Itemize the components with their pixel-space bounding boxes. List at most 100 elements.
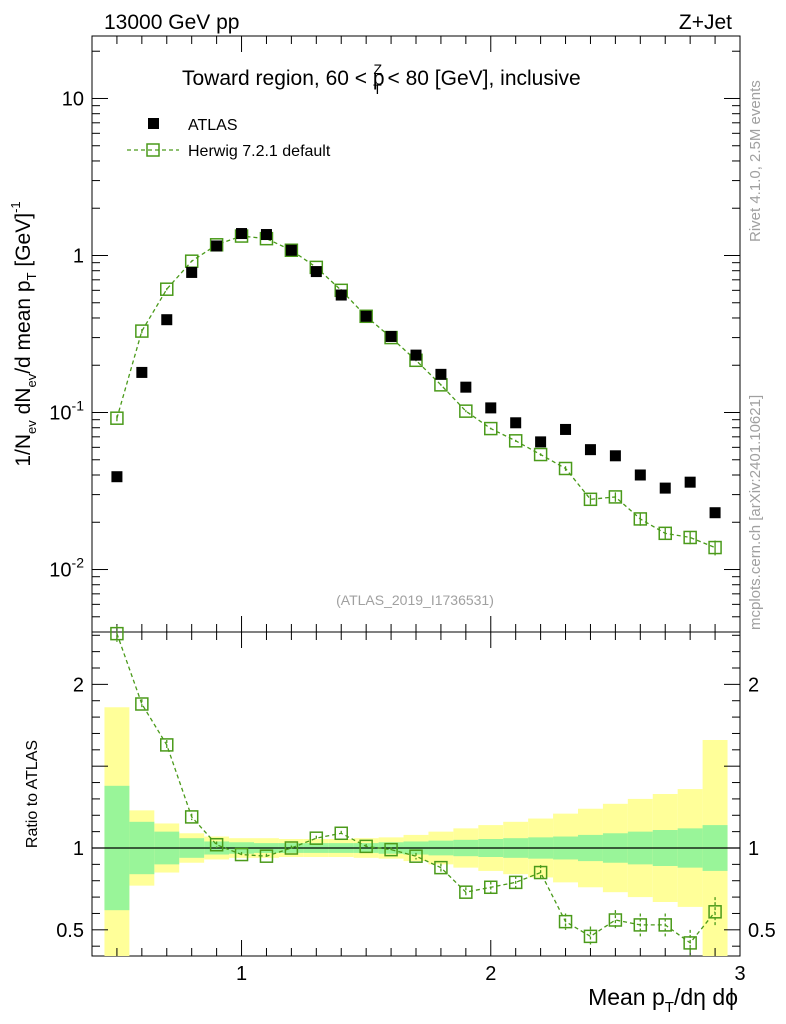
process-label: Z+Jet bbox=[679, 11, 732, 34]
herwig-main-point bbox=[160, 282, 174, 296]
atlas-main-point bbox=[684, 476, 696, 488]
herwig-ratio-point bbox=[633, 918, 648, 932]
atlas-main-point bbox=[634, 469, 646, 481]
atlas-main-point bbox=[560, 423, 572, 435]
x-tick-label: 2 bbox=[485, 963, 496, 985]
herwig-main-point bbox=[434, 378, 448, 392]
herwig-main-line bbox=[116, 235, 716, 549]
herwig-main-point bbox=[558, 461, 573, 476]
herwig-ratio-point bbox=[359, 839, 373, 854]
y-tick-label: 10 bbox=[62, 88, 84, 110]
herwig-ratio-point bbox=[708, 905, 722, 919]
legend-atlas-label: ATLAS bbox=[188, 117, 238, 134]
herwig-ratio-point bbox=[184, 810, 199, 824]
y-tick-label-exp: -1 bbox=[72, 398, 85, 414]
herwig-ratio-point bbox=[484, 880, 498, 895]
atlas-main-point bbox=[510, 417, 522, 429]
herwig-ratio-point bbox=[309, 831, 324, 845]
ratio-frame bbox=[91, 631, 741, 957]
herwig-ratio-point bbox=[160, 738, 174, 752]
atlas-main-point bbox=[385, 330, 397, 342]
herwig-main-point bbox=[508, 434, 523, 448]
herwig-ratio-series bbox=[110, 625, 722, 956]
atlas-main-point bbox=[435, 368, 447, 380]
herwig-ratio-point bbox=[384, 842, 398, 857]
legend-mc-marker bbox=[146, 143, 160, 157]
herwig-main-point bbox=[135, 324, 149, 338]
herwig-main-point bbox=[633, 512, 648, 526]
herwig-ratio-point bbox=[583, 929, 598, 944]
atlas-main-point bbox=[186, 266, 198, 278]
ratio-y-tick-label: 0.5 bbox=[56, 920, 84, 942]
herwig-ratio-point bbox=[409, 849, 423, 863]
y-tick-label-exp: -2 bbox=[72, 555, 85, 571]
herwig-main-series bbox=[110, 229, 722, 556]
ratio-y-tick-label: 1 bbox=[73, 838, 84, 860]
atlas-main-point bbox=[485, 402, 497, 414]
herwig-main-point bbox=[533, 447, 548, 462]
herwig-ratio-point bbox=[135, 697, 149, 711]
herwig-main-point bbox=[459, 404, 473, 418]
atlas-main-point bbox=[335, 289, 347, 301]
ratio-y-tick-label-right: 0.5 bbox=[748, 920, 776, 942]
y-tick-label: 10-2 bbox=[49, 555, 84, 582]
herwig-ratio-point bbox=[209, 837, 224, 852]
herwig-main-point bbox=[284, 243, 299, 257]
atlas-main-point bbox=[310, 266, 322, 278]
ratio-axis-ticks: 0.5 0.5 1 1 2 2 1 2 3 bbox=[56, 632, 776, 985]
rivet-version-label: Rivet 4.1.0, 2.5M events bbox=[747, 80, 764, 242]
atlas-main-series bbox=[111, 228, 721, 519]
herwig-main-point bbox=[658, 526, 672, 541]
y-tick-label-base: 10 bbox=[49, 560, 71, 582]
energy-label: 13000 GeV pp bbox=[104, 11, 239, 34]
ratio-y-tick-label-right: 1 bbox=[748, 838, 759, 860]
ratio-y-tick-label-right: 2 bbox=[748, 674, 759, 696]
herwig-ratio-point bbox=[259, 849, 274, 863]
legend-atlas-marker bbox=[148, 118, 159, 129]
herwig-ratio-point bbox=[284, 841, 299, 855]
herwig-main-point bbox=[184, 254, 199, 268]
atlas-main-point bbox=[535, 436, 547, 448]
ratio-y-axis-label: Ratio to ATLAS bbox=[24, 740, 41, 848]
herwig-ratio-line bbox=[116, 633, 716, 944]
source-label: mcplots.cern.ch [arXiv:2401.10621] bbox=[747, 395, 764, 630]
herwig-ratio-point bbox=[334, 826, 348, 841]
atlas-main-point bbox=[460, 381, 472, 393]
herwig-main-point bbox=[683, 530, 697, 545]
herwig-ratio-point bbox=[658, 918, 672, 932]
atlas-main-point bbox=[111, 471, 123, 483]
main-y-axis-label: 1/Nev dNev/d mean pT [GeV]-1 bbox=[8, 201, 39, 466]
x-tick-label: 3 bbox=[734, 963, 745, 985]
atlas-main-point bbox=[285, 244, 297, 256]
atlas-main-point bbox=[161, 314, 173, 326]
herwig-ratio-point bbox=[608, 913, 623, 927]
herwig-ratio-point bbox=[110, 626, 124, 641]
x-tick-label: 1 bbox=[236, 963, 247, 985]
atlas-main-point bbox=[709, 507, 721, 519]
atlas-main-point bbox=[584, 444, 596, 456]
ratio-y-tick-label: 2 bbox=[73, 674, 84, 696]
herwig-ratio-point bbox=[434, 860, 448, 875]
herwig-main-point bbox=[708, 540, 722, 555]
plot-title: Toward region, 60 < pZ T < 80 [GeV], incl… bbox=[182, 61, 581, 97]
atlas-main-point bbox=[659, 482, 671, 494]
herwig-ratio-point bbox=[459, 885, 473, 899]
herwig-ratio-point bbox=[558, 914, 573, 929]
herwig-main-point bbox=[110, 411, 124, 425]
atlas-main-point bbox=[136, 366, 148, 378]
y-tick-label-base: 10 bbox=[49, 403, 71, 425]
herwig-ratio-point bbox=[234, 847, 249, 862]
x-axis-label: Mean pT/dη dϕ bbox=[588, 984, 738, 1016]
atlas-main-point bbox=[609, 450, 621, 462]
atlas-main-point bbox=[211, 240, 223, 252]
atlas-main-point bbox=[260, 229, 272, 241]
herwig-main-point bbox=[359, 309, 373, 324]
y-tick-label: 10-1 bbox=[49, 398, 84, 425]
herwig-main-point bbox=[608, 490, 623, 504]
atlas-main-point bbox=[236, 228, 248, 240]
legend: ATLAS Herwig 7.2.1 default bbox=[127, 117, 331, 160]
atlas-main-point bbox=[410, 349, 422, 361]
herwig-main-point bbox=[484, 421, 498, 436]
